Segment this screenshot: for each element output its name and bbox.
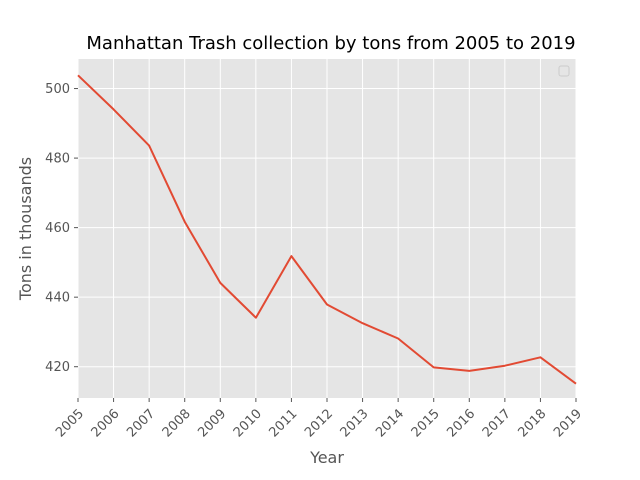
x-tick-label: 2009: [195, 406, 229, 440]
series-line: [77, 74, 577, 385]
x-axis-label: Year: [309, 448, 344, 467]
x-tick-label: 2018: [515, 406, 549, 440]
y-tick-label: 480: [45, 152, 70, 167]
x-tick-label: 2015: [409, 406, 443, 440]
x-tick-label: 2017: [480, 406, 514, 440]
x-tick-label: 2008: [160, 406, 194, 440]
x-tick-label: 2016: [444, 406, 478, 440]
y-tick-label: 440: [45, 291, 70, 306]
x-tick-label: 2011: [266, 406, 300, 440]
x-tick-label: 2012: [302, 406, 336, 440]
x-tick-label: 2005: [53, 406, 87, 440]
chart-title: Manhattan Trash collection by tons from …: [86, 33, 575, 54]
x-tick-label: 2013: [338, 406, 372, 440]
series-group: [77, 74, 577, 385]
y-axis-label: Tons in thousands: [16, 157, 35, 301]
x-tick-label: 2014: [373, 406, 407, 440]
y-tick-label: 500: [45, 82, 70, 97]
y-tick-label: 460: [45, 221, 70, 236]
x-tick-label: 2010: [231, 406, 265, 440]
y-tick-label: 420: [45, 360, 70, 375]
x-tick-label: 2006: [89, 406, 123, 440]
x-tick-label: 2019: [551, 406, 585, 440]
x-tick-label: 2007: [124, 406, 158, 440]
grid: [77, 59, 577, 398]
legend: [558, 65, 570, 77]
